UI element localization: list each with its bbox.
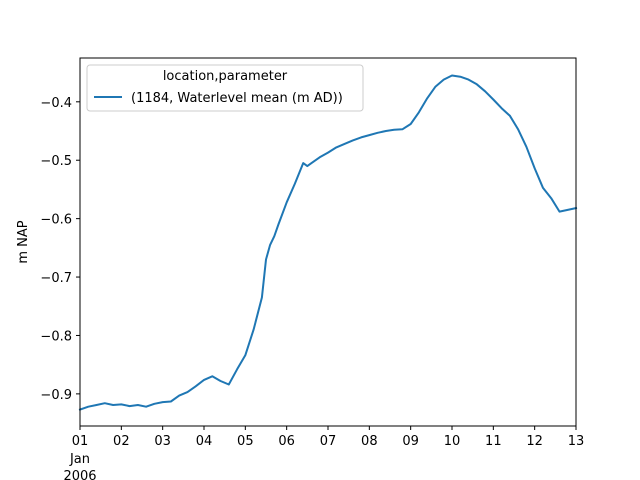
plot-frame bbox=[79, 57, 577, 427]
y-tick-label: −0.6 bbox=[40, 213, 72, 228]
x-tick-label: 04 bbox=[196, 434, 213, 449]
legend-title: location,parameter bbox=[163, 69, 288, 84]
x-tick-label: 08 bbox=[361, 434, 378, 449]
x-sublabel-year: 2006 bbox=[63, 469, 96, 480]
x-tick-label: 02 bbox=[113, 434, 130, 449]
x-tick-label: 11 bbox=[485, 434, 502, 449]
y-axis-label: m NAP bbox=[16, 220, 31, 263]
legend-entry-label: (1184, Waterlevel mean (m AD)) bbox=[131, 91, 343, 106]
series-line bbox=[78, 74, 578, 411]
axis-ticks: 01 02 03 04 05 06 07 08 09 10 11 12 13 −0.9 −0.8 −0.7 −0… bbox=[40, 96, 584, 449]
y-tick-label: −0.8 bbox=[40, 329, 72, 344]
x-tick-label: 06 bbox=[278, 434, 295, 449]
legend: location,parameter (1184, Waterlevel mea… bbox=[86, 64, 364, 112]
legend-box bbox=[86, 64, 364, 112]
x-tick-label: 01 bbox=[72, 434, 89, 449]
x-tick-label: 07 bbox=[320, 434, 337, 449]
y-tick-label: −0.7 bbox=[40, 271, 72, 286]
x-tick-label: 03 bbox=[154, 434, 171, 449]
x-tick-label: 12 bbox=[526, 434, 543, 449]
y-tick-label: −0.4 bbox=[40, 96, 72, 111]
x-sublabel-month: Jan bbox=[69, 452, 90, 467]
y-tick-label: −0.5 bbox=[40, 154, 72, 169]
x-tick-label: 10 bbox=[444, 434, 461, 449]
y-tick-label: −0.9 bbox=[40, 388, 72, 403]
series-layer bbox=[78, 74, 578, 411]
x-tick-label: 05 bbox=[237, 434, 254, 449]
x-tick-label: 13 bbox=[568, 434, 585, 449]
x-tick-label: 09 bbox=[402, 434, 419, 449]
